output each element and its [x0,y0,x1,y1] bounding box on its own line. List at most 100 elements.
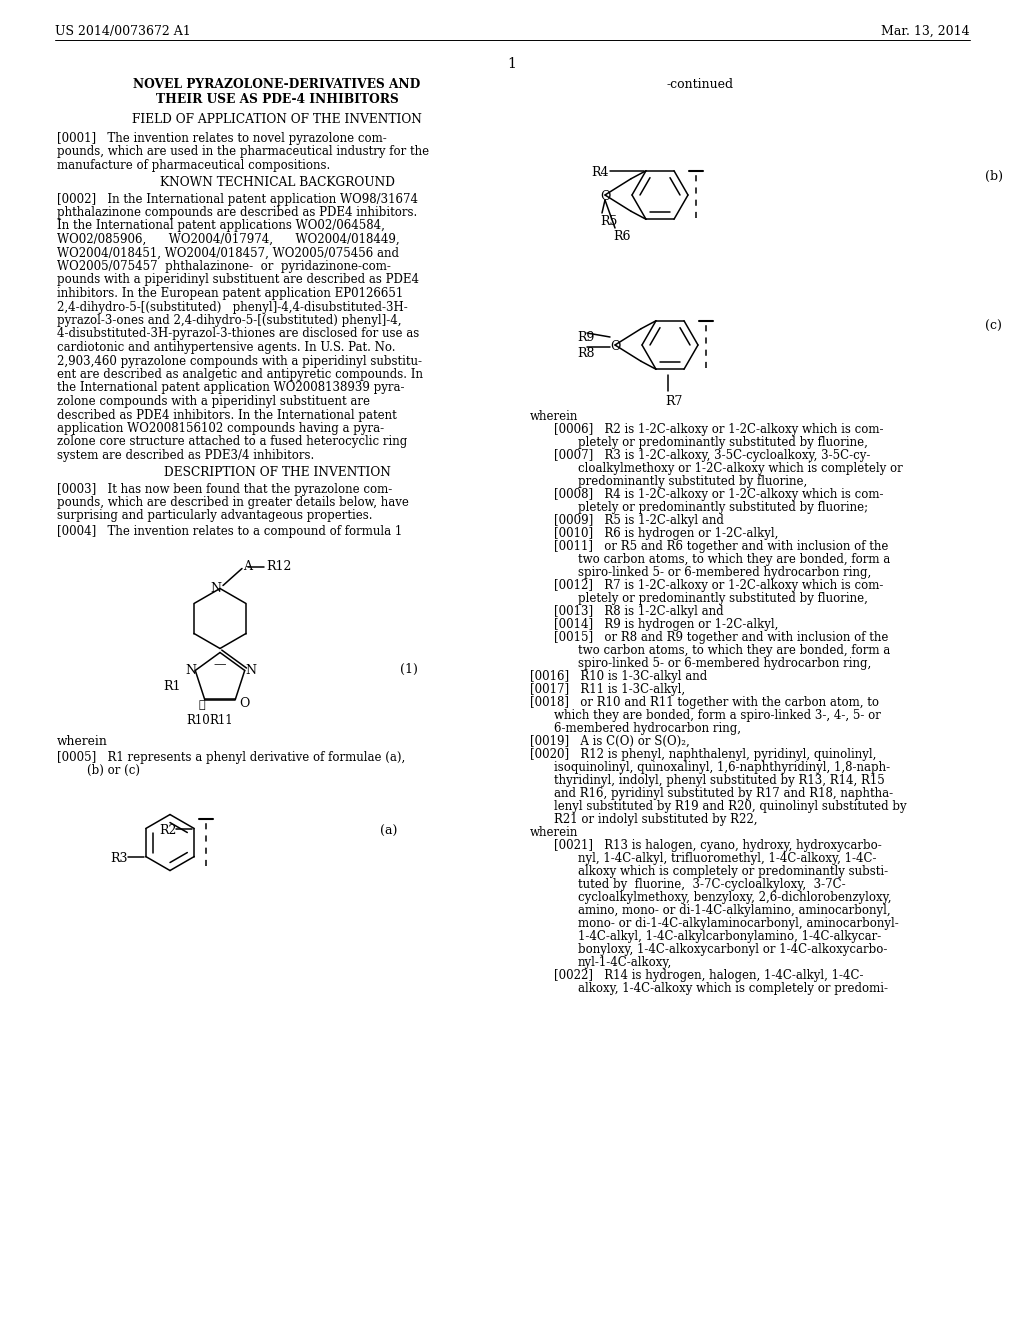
Text: R12: R12 [266,561,292,573]
Text: pounds, which are used in the pharmaceutical industry for the: pounds, which are used in the pharmaceut… [57,145,429,158]
Text: ✕: ✕ [199,700,205,710]
Text: wherein: wherein [530,826,579,840]
Text: WO2004/018451, WO2004/018457, WO2005/075456 and: WO2004/018451, WO2004/018457, WO2005/075… [57,247,399,260]
Text: the International patent application WO2008138939 pyra-: the International patent application WO2… [57,381,404,395]
Text: (c): (c) [985,319,1001,333]
Text: cloalkylmethoxy or 1-2C-alkoxy which is completely or: cloalkylmethoxy or 1-2C-alkoxy which is … [578,462,903,475]
Text: inhibitors. In the European patent application EP0126651: inhibitors. In the European patent appli… [57,286,403,300]
Text: tuted by  fluorine,  3-7C-cycloalkyloxy,  3-7C-: tuted by fluorine, 3-7C-cycloalkyloxy, 3… [578,878,846,891]
Text: pounds with a piperidinyl substituent are described as PDE4: pounds with a piperidinyl substituent ar… [57,273,419,286]
Text: (b) or (c): (b) or (c) [57,764,140,777]
Text: pounds, which are described in greater details below, have: pounds, which are described in greater d… [57,496,409,510]
Text: R9: R9 [577,331,594,345]
Text: [0021]   R13 is halogen, cyano, hydroxy, hydroxycarbо-: [0021] R13 is halogen, cyano, hydroxy, h… [554,840,882,851]
Text: isoquinolinyl, quinoxalinyl, 1,6-naphthyridinyl, 1,8-naph-: isoquinolinyl, quinoxalinyl, 1,6-naphthy… [554,762,890,774]
Text: manufacture of pharmaceutical compositions.: manufacture of pharmaceutical compositio… [57,158,331,172]
Text: surprising and particularly advantageous properties.: surprising and particularly advantageous… [57,510,373,523]
Text: nyl-1-4C-alkoxy,: nyl-1-4C-alkoxy, [578,956,672,969]
Text: O: O [600,190,610,203]
Text: application WO2008156102 compounds having a pyra-: application WO2008156102 compounds havin… [57,422,384,436]
Text: [0011]   or R5 and R6 together and with inclusion of the: [0011] or R5 and R6 together and with in… [554,540,889,553]
Text: WO02/085906,      WO2004/017974,      WO2004/018449,: WO02/085906, WO2004/017974, WO2004/01844… [57,234,399,246]
Text: R21 or indolyl substituted by R22,: R21 or indolyl substituted by R22, [554,813,758,826]
Text: [0006]   R2 is 1-2C-alkoxy or 1-2C-alkoxy which is com-: [0006] R2 is 1-2C-alkoxy or 1-2C-alkoxy … [554,422,884,436]
Text: 6-membered hydrocarbon ring,: 6-membered hydrocarbon ring, [554,722,741,735]
Text: [0009]   R5 is 1-2C-alkyl and: [0009] R5 is 1-2C-alkyl and [554,513,724,527]
Text: pletely or predominantly substituted by fluorine;: pletely or predominantly substituted by … [578,502,868,513]
Text: [0018]   or R10 and R11 together with the carbon atom, to: [0018] or R10 and R11 together with the … [530,696,879,709]
Text: zolone core structure attached to a fused heterocyclic ring: zolone core structure attached to a fuse… [57,436,408,449]
Text: R3: R3 [111,851,128,865]
Text: DESCRIPTION OF THE INVENTION: DESCRIPTION OF THE INVENTION [164,466,390,479]
Text: two carbon atoms, to which they are bonded, form a: two carbon atoms, to which they are bond… [578,644,890,657]
Text: US 2014/0073672 A1: US 2014/0073672 A1 [55,25,190,38]
Text: R4: R4 [591,166,608,178]
Text: phthalazinone compounds are described as PDE4 inhibitors.: phthalazinone compounds are described as… [57,206,417,219]
Text: [0012]   R7 is 1-2C-alkoxy or 1-2C-alkoxy which is com-: [0012] R7 is 1-2C-alkoxy or 1-2C-alkoxy … [554,579,884,591]
Text: [0001]   The invention relates to novel pyrazolone com-: [0001] The invention relates to novel py… [57,132,387,145]
Text: [0008]   R4 is 1-2C-alkoxy or 1-2C-alkoxy which is com-: [0008] R4 is 1-2C-alkoxy or 1-2C-alkoxy … [554,488,884,502]
Text: cycloalkylmethoxy, benzyloxy, 2,6-dichlorobenzyloxy,: cycloalkylmethoxy, benzyloxy, 2,6-dichlo… [578,891,892,904]
Text: R6: R6 [613,230,631,243]
Text: wherein: wherein [530,411,579,422]
Text: R2: R2 [160,824,176,837]
Text: [0020]   R12 is phenyl, naphthalenyl, pyridinyl, quinolinyl,: [0020] R12 is phenyl, naphthalenyl, pyri… [530,748,877,762]
Text: R1: R1 [163,681,181,693]
Text: predominantly substituted by fluorine,: predominantly substituted by fluorine, [578,475,807,488]
Text: O: O [610,341,621,352]
Text: NOVEL PYRAZOLONE-DERIVATIVES AND: NOVEL PYRAZOLONE-DERIVATIVES AND [133,78,421,91]
Text: R10: R10 [186,714,211,726]
Text: and R16, pyridinyl substituted by R17 and R18, naphtha-: and R16, pyridinyl substituted by R17 an… [554,787,893,800]
Text: system are described as PDE3/4 inhibitors.: system are described as PDE3/4 inhibitor… [57,449,314,462]
Text: pletely or predominantly substituted by fluorine,: pletely or predominantly substituted by … [578,436,868,449]
Text: pyrazol-3-ones and 2,4-dihydro-5-[(substituted) phenyl]-4,: pyrazol-3-ones and 2,4-dihydro-5-[(subst… [57,314,401,327]
Text: which they are bonded, form a spiro-linked 3-, 4-, 5- or: which they are bonded, form a spiro-link… [554,709,881,722]
Text: (b): (b) [985,170,1002,183]
Text: 2,903,460 pyrazolone compounds with a piperidinyl substitu-: 2,903,460 pyrazolone compounds with a pi… [57,355,422,367]
Text: zolone compounds with a piperidinyl substituent are: zolone compounds with a piperidinyl subs… [57,395,370,408]
Text: (a): (a) [380,825,397,837]
Text: [0015]   or R8 and R9 together and with inclusion of the: [0015] or R8 and R9 together and with in… [554,631,889,644]
Text: [0016]   R10 is 1-3C-alkyl and: [0016] R10 is 1-3C-alkyl and [530,671,708,682]
Text: A: A [243,561,252,573]
Text: THEIR USE AS PDE-4 INHIBITORS: THEIR USE AS PDE-4 INHIBITORS [156,92,398,106]
Text: 4-disubstituted-3H-pyrazol-3-thiones are disclosed for use as: 4-disubstituted-3H-pyrazol-3-thiones are… [57,327,419,341]
Text: N: N [246,664,257,677]
Text: spiro-linked 5- or 6-membered hydrocarbon ring,: spiro-linked 5- or 6-membered hydrocarbo… [578,566,871,579]
Text: —: — [214,659,226,672]
Text: FIELD OF APPLICATION OF THE INVENTION: FIELD OF APPLICATION OF THE INVENTION [132,114,422,125]
Text: [0019]   A is C(O) or S(O)₂,: [0019] A is C(O) or S(O)₂, [530,735,690,748]
Text: WO2005/075457  phthalazinone-  or  pyridazinone-com-: WO2005/075457 phthalazinone- or pyridazi… [57,260,391,273]
Text: R8: R8 [577,347,595,360]
Text: [0022]   R14 is hydrogen, halogen, 1-4C-alkyl, 1-4C-: [0022] R14 is hydrogen, halogen, 1-4C-al… [554,969,863,982]
Text: [0002]   In the International patent application WO98/31674: [0002] In the International patent appli… [57,193,418,206]
Text: R11: R11 [210,714,233,726]
Text: [0004]   The invention relates to a compound of formula 1: [0004] The invention relates to a compou… [57,525,402,539]
Text: [0010]   R6 is hydrogen or 1-2C-alkyl,: [0010] R6 is hydrogen or 1-2C-alkyl, [554,527,778,540]
Text: (1): (1) [400,663,418,676]
Text: [0017]   R11 is 1-3C-alkyl,: [0017] R11 is 1-3C-alkyl, [530,682,685,696]
Text: ent are described as analgetic and antipyretic compounds. In: ent are described as analgetic and antip… [57,368,423,381]
Text: R7: R7 [665,395,682,408]
Text: 1-4C-alkyl, 1-4C-alkylcarbonylamino, 1-4C-alkycar-: 1-4C-alkyl, 1-4C-alkylcarbonylamino, 1-4… [578,931,882,942]
Text: wherein: wherein [57,734,108,747]
Text: [0003]   It has now been found that the pyrazolone com-: [0003] It has now been found that the py… [57,483,392,495]
Text: -continued: -continued [667,78,733,91]
Text: amino, mono- or di-1-4C-alkylamino, aminocarbonyl,: amino, mono- or di-1-4C-alkylamino, amin… [578,904,891,917]
Text: KNOWN TECHNICAL BACKGROUND: KNOWN TECHNICAL BACKGROUND [160,177,394,190]
Text: thyridinyl, indolyl, phenyl substituted by R13, R14, R15: thyridinyl, indolyl, phenyl substituted … [554,774,885,787]
Text: described as PDE4 inhibitors. In the International patent: described as PDE4 inhibitors. In the Int… [57,408,396,421]
Text: O: O [240,697,250,710]
Text: bonyloxy, 1-4C-alkoxycarbonyl or 1-4C-alkoxycarbo-: bonyloxy, 1-4C-alkoxycarbonyl or 1-4C-al… [578,942,888,956]
Text: spiro-linked 5- or 6-membered hydrocarbon ring,: spiro-linked 5- or 6-membered hydrocarbo… [578,657,871,671]
Text: Mar. 13, 2014: Mar. 13, 2014 [882,25,970,38]
Text: alkoxy which is completely or predominantly substi-: alkoxy which is completely or predominan… [578,865,888,878]
Text: 1: 1 [508,57,516,71]
Text: R5: R5 [600,215,617,228]
Text: alkoxy, 1-4C-alkoxy which is completely or predomi-: alkoxy, 1-4C-alkoxy which is completely … [578,982,888,995]
Text: [0007]   R3 is 1-2C-alkoxy, 3-5C-cycloalkoxy, 3-5C-cy-: [0007] R3 is 1-2C-alkoxy, 3-5C-cycloalko… [554,449,870,462]
Text: cardiotonic and antihypertensive agents. In U.S. Pat. No.: cardiotonic and antihypertensive agents.… [57,341,395,354]
Text: [0013]   R8 is 1-2C-alkyl and: [0013] R8 is 1-2C-alkyl and [554,605,724,618]
Text: pletely or predominantly substituted by fluorine,: pletely or predominantly substituted by … [578,591,868,605]
Text: lenyl substituted by R19 and R20, quinolinyl substituted by: lenyl substituted by R19 and R20, quinol… [554,800,906,813]
